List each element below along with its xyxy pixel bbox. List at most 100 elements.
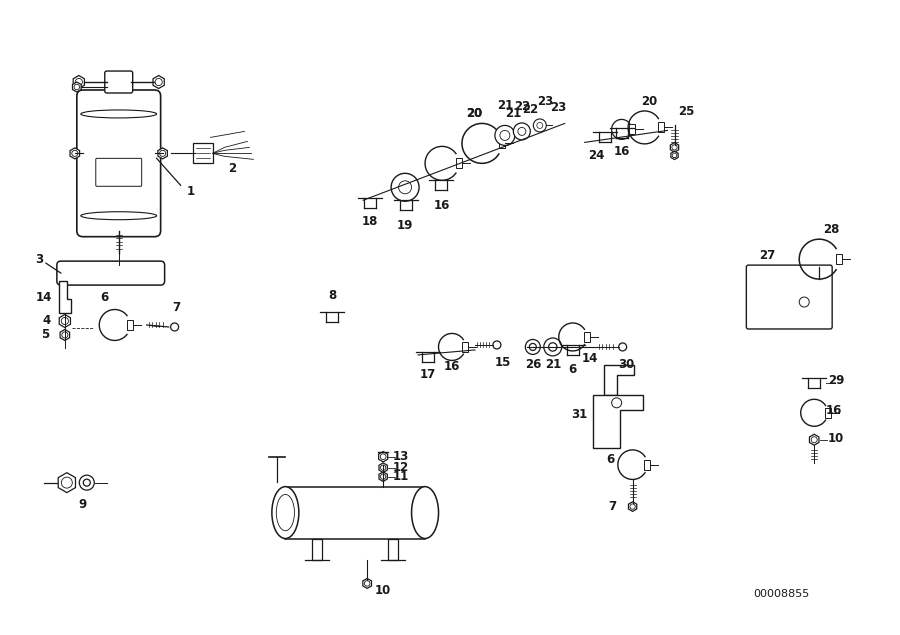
Ellipse shape <box>81 211 157 220</box>
Text: 11: 11 <box>393 470 410 483</box>
Text: 2: 2 <box>229 162 237 175</box>
Circle shape <box>392 173 419 201</box>
Text: 29: 29 <box>828 375 844 387</box>
Circle shape <box>526 340 540 354</box>
Polygon shape <box>58 281 71 313</box>
Bar <box>584 332 590 342</box>
Circle shape <box>495 126 515 145</box>
Circle shape <box>500 130 510 140</box>
Bar <box>456 158 462 168</box>
Text: 23: 23 <box>550 101 566 114</box>
Circle shape <box>513 123 530 140</box>
FancyBboxPatch shape <box>746 265 832 329</box>
Bar <box>127 320 133 330</box>
Polygon shape <box>809 434 819 445</box>
Text: 28: 28 <box>823 223 840 236</box>
Bar <box>628 124 634 135</box>
FancyBboxPatch shape <box>57 261 165 285</box>
Bar <box>285 486 425 538</box>
Polygon shape <box>153 76 165 88</box>
Circle shape <box>799 297 809 307</box>
Text: 31: 31 <box>572 408 588 421</box>
Text: 23: 23 <box>536 95 553 108</box>
Text: 30: 30 <box>618 358 634 371</box>
Circle shape <box>612 398 622 408</box>
Text: 1: 1 <box>186 185 194 197</box>
Circle shape <box>534 119 546 132</box>
Circle shape <box>72 150 77 156</box>
FancyBboxPatch shape <box>76 90 160 237</box>
Text: 14: 14 <box>36 291 52 304</box>
Circle shape <box>84 479 90 486</box>
Bar <box>463 342 469 352</box>
Text: 18: 18 <box>362 215 378 228</box>
Polygon shape <box>158 148 167 159</box>
Text: 16: 16 <box>614 145 630 158</box>
Bar <box>388 538 398 561</box>
Text: 27: 27 <box>760 249 776 262</box>
Circle shape <box>493 341 501 349</box>
Circle shape <box>536 123 543 128</box>
Circle shape <box>364 580 370 586</box>
Polygon shape <box>379 472 387 481</box>
Text: 00008855: 00008855 <box>753 589 809 599</box>
Text: 20: 20 <box>466 107 482 120</box>
Circle shape <box>159 150 166 156</box>
Text: 6: 6 <box>607 453 615 466</box>
Circle shape <box>618 343 626 351</box>
Text: 9: 9 <box>78 498 87 511</box>
Text: 19: 19 <box>397 218 413 232</box>
Polygon shape <box>193 144 212 163</box>
Ellipse shape <box>272 486 299 538</box>
Circle shape <box>79 475 94 490</box>
Text: 10: 10 <box>828 432 844 445</box>
Polygon shape <box>593 395 643 448</box>
Circle shape <box>399 181 411 194</box>
Circle shape <box>61 477 72 488</box>
Circle shape <box>672 153 677 157</box>
Circle shape <box>630 504 635 509</box>
Polygon shape <box>363 578 372 589</box>
Circle shape <box>811 437 817 443</box>
FancyBboxPatch shape <box>95 158 141 186</box>
Text: 4: 4 <box>43 314 51 328</box>
Bar <box>312 538 322 561</box>
Polygon shape <box>60 330 69 340</box>
Polygon shape <box>670 143 679 152</box>
Circle shape <box>62 332 68 338</box>
Text: 13: 13 <box>393 450 410 463</box>
Text: 22: 22 <box>514 100 530 113</box>
Polygon shape <box>73 82 81 92</box>
Text: 8: 8 <box>328 288 337 302</box>
Text: 20: 20 <box>466 107 482 120</box>
Polygon shape <box>379 463 387 472</box>
Text: 21: 21 <box>505 107 521 120</box>
Text: 6: 6 <box>101 291 109 304</box>
Text: 25: 25 <box>679 105 695 118</box>
Text: 6: 6 <box>569 363 577 377</box>
Bar <box>658 123 664 133</box>
Bar <box>499 138 505 149</box>
Polygon shape <box>58 472 76 493</box>
Text: 14: 14 <box>581 352 598 365</box>
Text: 21: 21 <box>497 99 513 112</box>
Circle shape <box>381 454 386 460</box>
Circle shape <box>544 338 562 356</box>
Text: 5: 5 <box>40 328 49 342</box>
Polygon shape <box>379 451 388 462</box>
Text: 26: 26 <box>525 358 541 371</box>
Polygon shape <box>59 314 70 328</box>
Circle shape <box>171 323 178 331</box>
Circle shape <box>381 474 386 479</box>
Ellipse shape <box>411 486 438 538</box>
Circle shape <box>549 343 557 351</box>
Circle shape <box>155 79 162 86</box>
Circle shape <box>61 318 68 324</box>
Bar <box>644 460 651 470</box>
Text: 7: 7 <box>173 300 181 314</box>
Polygon shape <box>628 502 636 511</box>
Circle shape <box>518 128 526 135</box>
Text: 20: 20 <box>642 95 658 108</box>
Polygon shape <box>70 148 79 159</box>
Text: 15: 15 <box>495 356 511 370</box>
